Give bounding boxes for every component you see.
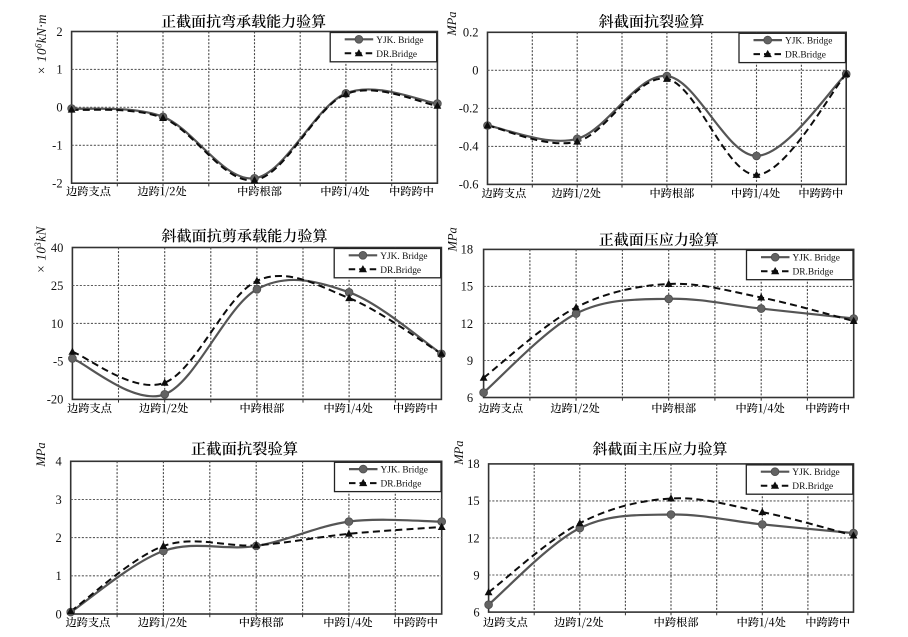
svg-text:× 103kN: × 103kN	[33, 226, 49, 274]
svg-text:0.2: 0.2	[463, 26, 479, 40]
svg-text:1: 1	[55, 569, 61, 583]
svg-text:0: 0	[55, 607, 61, 621]
svg-text:12: 12	[461, 317, 474, 331]
svg-text:MPa: MPa	[445, 11, 459, 36]
svg-text:4: 4	[55, 455, 62, 469]
svg-text:2: 2	[55, 531, 61, 545]
svg-text:18: 18	[461, 243, 474, 257]
svg-text:-0.4: -0.4	[459, 140, 480, 154]
svg-text:9: 9	[467, 354, 473, 368]
svg-text:6: 6	[473, 605, 479, 619]
svg-text:DR.Bridge: DR.Bridge	[792, 482, 833, 492]
svg-text:YJK. Bridge: YJK. Bridge	[381, 466, 428, 476]
svg-text:9: 9	[473, 568, 479, 582]
svg-text:12: 12	[467, 531, 480, 545]
svg-text:DR.Bridge: DR.Bridge	[793, 268, 834, 278]
svg-text:MPa: MPa	[452, 440, 466, 465]
svg-text:3: 3	[55, 493, 61, 507]
svg-text:15: 15	[467, 494, 480, 508]
svg-text:-1: -1	[52, 139, 62, 153]
svg-text:40: 40	[51, 241, 64, 255]
svg-text:YJK. Bridge: YJK. Bridge	[793, 254, 840, 264]
svg-text:DR.Bridge: DR.Bridge	[381, 480, 422, 490]
svg-text:MPa: MPa	[34, 442, 48, 467]
svg-text:15: 15	[461, 280, 474, 294]
svg-text:25: 25	[51, 279, 64, 293]
svg-text:× 106kN·m: × 106kN·m	[34, 14, 50, 75]
svg-text:10: 10	[51, 317, 64, 331]
svg-text:DR.Bridge: DR.Bridge	[380, 266, 421, 276]
svg-text:DR.Bridge: DR.Bridge	[785, 51, 826, 61]
svg-text:1: 1	[56, 63, 62, 77]
svg-text:YJK. Bridge: YJK. Bridge	[792, 468, 839, 478]
svg-text:-20: -20	[47, 393, 64, 407]
svg-text:YJK. Bridge: YJK. Bridge	[376, 36, 423, 46]
svg-text:18: 18	[467, 457, 480, 471]
svg-text:-0.2: -0.2	[459, 102, 479, 116]
svg-text:MPa: MPa	[445, 227, 459, 252]
svg-text:0: 0	[472, 64, 478, 78]
svg-text:YJK. Bridge: YJK. Bridge	[380, 252, 427, 262]
svg-text:0: 0	[56, 101, 62, 115]
svg-text:-0.6: -0.6	[459, 178, 479, 192]
svg-text:DR.Bridge: DR.Bridge	[376, 50, 417, 60]
svg-text:-5: -5	[53, 355, 63, 369]
svg-text:-2: -2	[52, 177, 62, 191]
svg-text:YJK. Bridge: YJK. Bridge	[785, 37, 832, 47]
svg-text:2: 2	[56, 25, 62, 39]
svg-text:6: 6	[467, 391, 473, 405]
